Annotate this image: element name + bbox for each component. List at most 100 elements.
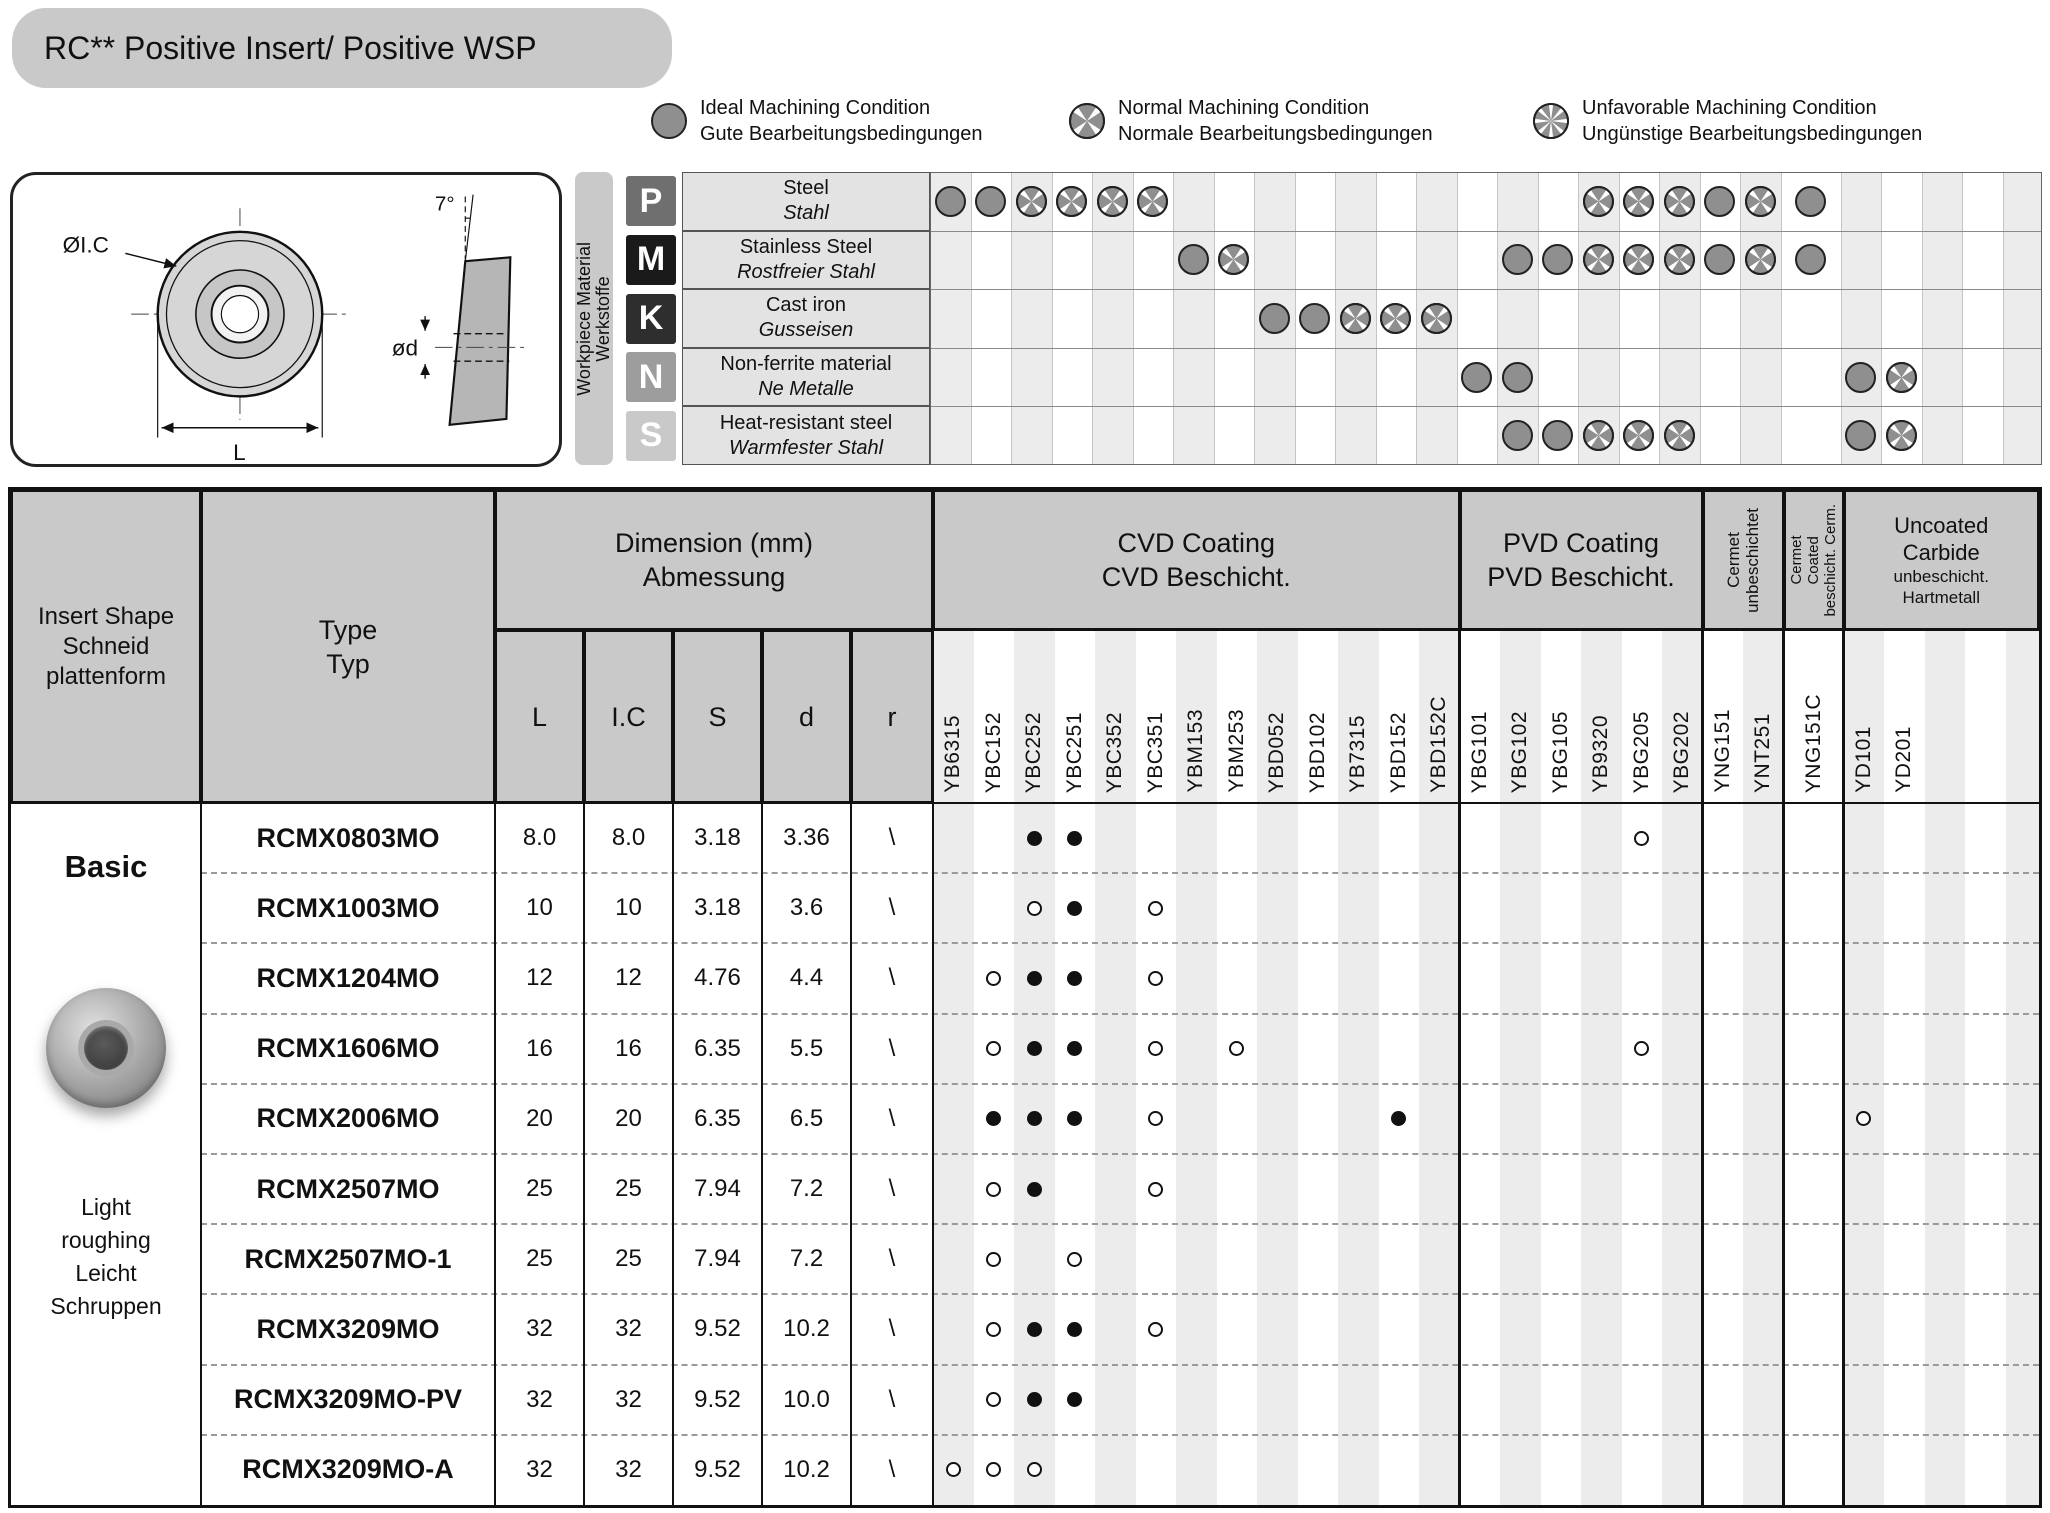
header-dim-col-2: S bbox=[673, 630, 762, 803]
condition-normal-symbol bbox=[1217, 243, 1250, 276]
ideal-condition-icon bbox=[651, 103, 687, 139]
column-stripe bbox=[1419, 630, 1460, 1505]
header-insert-shape: Insert Shape Schneid plattenform bbox=[11, 490, 201, 803]
insert-type: RCMX0803MO bbox=[256, 822, 440, 853]
dim-value: \ bbox=[888, 1315, 896, 1343]
suitability-dot-open bbox=[1148, 1041, 1164, 1057]
column-stripe bbox=[1662, 630, 1703, 1505]
ideal-condition-icon bbox=[1461, 361, 1493, 393]
header-uncoated-carbide: Uncoated Carbide unbeschicht. Hartmetall bbox=[1843, 490, 2039, 630]
material-class-badge-M: M bbox=[626, 234, 676, 285]
grade-name: YB7315 bbox=[1346, 715, 1370, 793]
ideal-condition-icon bbox=[1177, 244, 1209, 276]
condition-normal-symbol bbox=[1582, 185, 1615, 218]
column-stripe bbox=[1659, 172, 1700, 465]
angle-label: 7° bbox=[435, 192, 455, 215]
table-grid-line bbox=[761, 630, 763, 1505]
column-stripe bbox=[1176, 630, 1217, 1505]
grade-name: YBD152 bbox=[1386, 711, 1410, 793]
insert-type: RCMX3209MO-A bbox=[242, 1454, 454, 1485]
suitability-dot-open bbox=[986, 971, 1002, 986]
insert-drawing: ØI.C L 7° ød bbox=[10, 172, 562, 467]
grade-name: YBG102 bbox=[1508, 710, 1532, 793]
header-line: Hartmetall bbox=[1902, 588, 1980, 607]
condition-ideal-symbol bbox=[1703, 185, 1736, 218]
normal-condition-legend-icon bbox=[1068, 102, 1106, 140]
dim-value: 12 bbox=[526, 964, 553, 992]
normal-condition-icon bbox=[1218, 244, 1250, 276]
column-stripe bbox=[1497, 172, 1538, 465]
matrix-column-line bbox=[1618, 172, 1620, 465]
grade-name: YBM253 bbox=[1224, 709, 1248, 793]
condition-ideal-symbol bbox=[1844, 419, 1877, 452]
insert-type: RCMX1606MO bbox=[256, 1033, 440, 1064]
grade-column-label: YBG101 bbox=[1460, 630, 1501, 803]
grade-name: YBC352 bbox=[1103, 711, 1127, 793]
grade-name: YBC251 bbox=[1062, 711, 1086, 793]
grade-name: YD201 bbox=[1892, 726, 1916, 793]
row-separator bbox=[201, 1012, 2039, 1015]
suitability-dot-filled bbox=[1067, 1041, 1083, 1057]
suitability-dot-filled bbox=[1026, 971, 1042, 986]
matrix-row-line bbox=[930, 347, 2042, 349]
dim-value: 9.52 bbox=[694, 1455, 741, 1483]
row-separator bbox=[201, 1293, 2039, 1296]
condition-normal-symbol bbox=[1015, 185, 1048, 218]
condition-ideal-symbol bbox=[1258, 302, 1291, 335]
header-type: Type Typ bbox=[201, 490, 495, 803]
matrix-column-line bbox=[2002, 172, 2004, 465]
header-line: PVD Coating bbox=[1502, 528, 1660, 558]
suitability-dot-filled bbox=[1067, 1111, 1083, 1127]
dim-col-label: r bbox=[887, 701, 897, 732]
grade-column-label: YBC252 bbox=[1014, 630, 1055, 803]
suitability-dot-open bbox=[1148, 1322, 1164, 1337]
normal-condition-icon bbox=[1380, 303, 1412, 334]
dim-value: \ bbox=[888, 1385, 896, 1413]
header-line: Cermet bbox=[1788, 535, 1805, 585]
table-grid-line bbox=[931, 490, 935, 1505]
header-cermet-coated: Cermet Coated beschicht. Cerm. bbox=[1783, 490, 1844, 630]
header-line: Coated bbox=[1805, 535, 1822, 585]
normal-condition-icon bbox=[1339, 303, 1371, 334]
grade-name: YNT251 bbox=[1751, 712, 1775, 793]
suitability-dot-open bbox=[945, 1462, 961, 1478]
legend-item-normal: Normal Machining Condition Normale Bearbe… bbox=[1068, 95, 1433, 147]
grade-name: YBG205 bbox=[1629, 710, 1653, 793]
material-class-badge-N: N bbox=[626, 352, 676, 403]
suitability-dot-open bbox=[1067, 1251, 1083, 1267]
dim-value: 9.52 bbox=[694, 1315, 741, 1343]
suitability-dot-filled bbox=[1026, 830, 1042, 846]
unfavorable-condition-legend-icon bbox=[1532, 102, 1570, 140]
dim-value: 20 bbox=[615, 1104, 642, 1132]
condition-normal-symbol bbox=[1744, 243, 1777, 276]
dim-value: 7.94 bbox=[694, 1175, 741, 1203]
grade-column-label: YBC152 bbox=[974, 630, 1015, 803]
matrix-column-line bbox=[1213, 172, 1215, 465]
dim-value: 6.35 bbox=[694, 1034, 741, 1062]
condition-normal-symbol bbox=[1744, 185, 1777, 218]
material-name-de: Warmfester Stahl bbox=[728, 436, 884, 459]
dim-value: 20 bbox=[526, 1104, 553, 1132]
dim-value: 10.0 bbox=[783, 1385, 830, 1413]
ideal-condition-icon bbox=[934, 185, 966, 217]
ideal-condition-icon bbox=[1845, 361, 1877, 393]
dim-value: 6.35 bbox=[694, 1104, 741, 1132]
suitability-dot-open bbox=[986, 1181, 1002, 1197]
grade-column-label: YNG151 bbox=[1703, 630, 1744, 803]
suitability-dot-open bbox=[986, 1041, 1002, 1057]
legend-label-de: Ungünstige Bearbeitungsbedingungen bbox=[1582, 123, 1923, 145]
ideal-condition-icon bbox=[1299, 303, 1331, 334]
ideal-condition-icon bbox=[1542, 244, 1574, 276]
header-line: PVD Beschicht. bbox=[1487, 562, 1675, 592]
legend-label: Ideal Machining Condition Gute Bearbeitun… bbox=[700, 95, 982, 147]
grade-column-label: YBC352 bbox=[1095, 630, 1136, 803]
matrix-column-line bbox=[1659, 172, 1660, 465]
suitability-dot-filled bbox=[1067, 971, 1083, 986]
dim-col-label: d bbox=[798, 701, 815, 732]
suitability-dot-filled bbox=[1067, 900, 1083, 916]
header-line: Cermet bbox=[1724, 532, 1743, 588]
condition-normal-symbol bbox=[1339, 302, 1372, 335]
grade-column-label: YBG102 bbox=[1500, 630, 1541, 803]
header-cermet-uncoated: Cermet unbeschichtet bbox=[1702, 490, 1784, 630]
grade-name: YB6315 bbox=[941, 715, 965, 793]
